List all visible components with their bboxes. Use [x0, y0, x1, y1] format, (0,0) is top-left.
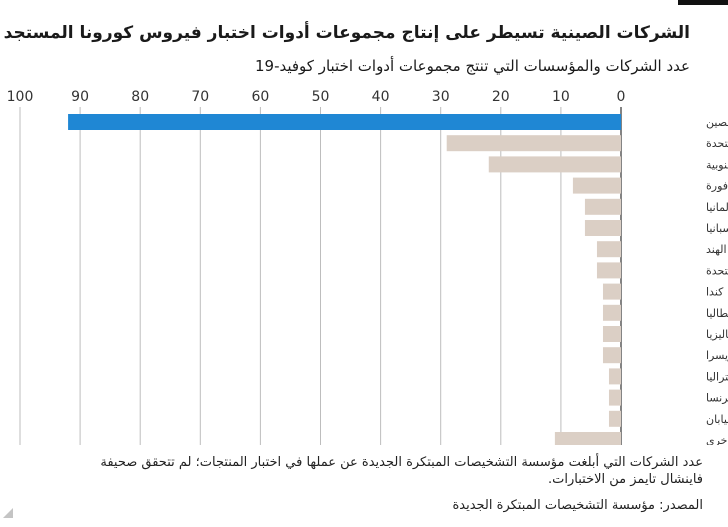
- x-tick-label: 70: [191, 89, 209, 105]
- category-label: المملكة المتحدة: [706, 264, 728, 277]
- bar: [584, 220, 621, 236]
- bar: [584, 198, 621, 215]
- x-tick-label: 40: [372, 89, 390, 105]
- x-tick-labels: 0 10 20 30 40 50 60 70 80 90 100: [7, 89, 626, 105]
- bar: [572, 177, 621, 194]
- x-tick-label: 60: [251, 89, 269, 105]
- category-label: ألمانيا: [706, 200, 728, 214]
- corner-mark: [3, 508, 13, 518]
- category-label: الهند: [706, 243, 727, 256]
- bar: [602, 347, 621, 364]
- bar: [554, 432, 621, 445]
- bar: [608, 410, 621, 427]
- source-note: المصدر: مؤسسة التشخيصات المبتكرة الجديدة: [452, 498, 703, 513]
- bar: [596, 262, 621, 279]
- bar: [602, 283, 621, 300]
- x-tick-label: 30: [432, 89, 450, 105]
- bars: [68, 114, 621, 445]
- category-label: فرنسا: [706, 392, 728, 405]
- x-tick-label: 0: [617, 89, 626, 105]
- top-accent-bar: [678, 0, 728, 5]
- x-tick-label: 80: [131, 89, 149, 105]
- footnote: عدد الشركات التي أبلغت مؤسسة التشخيصات ا…: [100, 455, 703, 487]
- category-label: سنغافورة: [706, 180, 728, 193]
- bar: [602, 304, 621, 321]
- bar: [596, 241, 621, 258]
- category-labels: الصين الولايات المتحدة كوريا الجنوبية سنغاف…: [706, 116, 728, 445]
- category-label: كندا: [706, 286, 724, 299]
- bar: [68, 114, 621, 130]
- bar: [446, 135, 621, 152]
- category-label: الولايات المتحدة: [706, 137, 728, 150]
- category-label: اليابان: [706, 413, 728, 426]
- bar: [602, 326, 621, 342]
- x-tick-label: 100: [7, 89, 34, 105]
- category-label: بلدان أخرى: [706, 433, 728, 445]
- chart-subtitle: عدد الشركات والمؤسسات التي تنتج مجموعات …: [254, 57, 690, 75]
- x-tick-label: 50: [312, 89, 330, 105]
- category-label: كوريا الجنوبية: [706, 158, 728, 171]
- bar: [488, 156, 621, 173]
- category-label: سويسرا: [706, 349, 728, 362]
- category-label: ماليزيا: [706, 328, 728, 341]
- category-label: أستراليا: [706, 369, 728, 383]
- bar-chart: 0 10 20 30 40 50 60 70 80 90 100 الصين الولايات الم…: [7, 89, 728, 445]
- category-label: إسبانيا: [706, 222, 728, 235]
- category-label: الصين: [706, 116, 728, 129]
- bar: [608, 389, 621, 406]
- x-tick-label: 20: [492, 89, 510, 105]
- x-tick-label: 90: [71, 89, 89, 105]
- chart-title: الشركات الصينية تسيطر على إنتاج مجموعات …: [3, 23, 690, 43]
- x-tick-label: 10: [552, 89, 570, 105]
- bar: [608, 368, 621, 385]
- category-label: إيطاليا: [706, 307, 728, 320]
